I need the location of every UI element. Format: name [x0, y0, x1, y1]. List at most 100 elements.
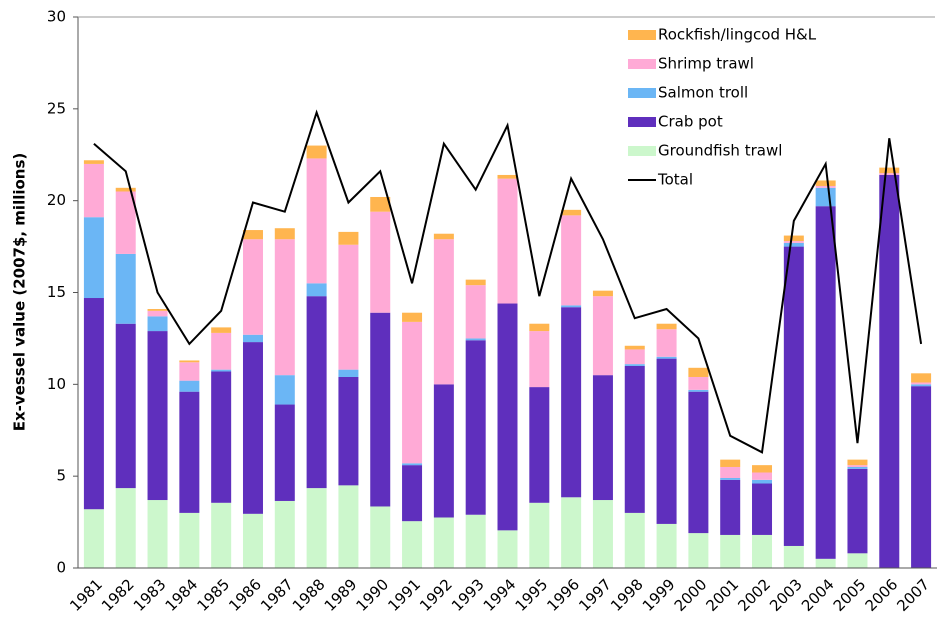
bar-segment — [211, 327, 232, 333]
x-tick-label: 1983 — [130, 575, 170, 615]
legend-swatch — [628, 117, 656, 127]
y-tick-label: 15 — [47, 283, 66, 301]
y-tick-label: 0 — [56, 559, 66, 577]
bar-segment — [83, 160, 104, 164]
bar-segment — [783, 242, 804, 247]
bar-segment — [624, 364, 645, 366]
bar-segment — [465, 338, 486, 341]
bar-segment — [720, 534, 741, 568]
x-tick-label: 1982 — [98, 575, 138, 615]
x-tick-label: 2005 — [830, 575, 870, 615]
bar-segment — [847, 468, 868, 554]
bar-segment — [911, 386, 932, 568]
bar-segment — [879, 174, 900, 568]
bar-segment — [592, 500, 613, 568]
x-tick-label: 2006 — [862, 575, 902, 615]
bar-segment — [497, 303, 518, 531]
bar-segment — [433, 517, 454, 568]
bar-segment — [561, 209, 582, 216]
bar-segment — [592, 290, 613, 297]
bar-segment — [815, 206, 836, 559]
bar-segment — [815, 558, 836, 568]
bar-segment — [783, 545, 804, 568]
bar-segment — [688, 376, 709, 390]
y-tick-label: 20 — [47, 191, 66, 209]
x-tick-label: 1994 — [480, 575, 520, 615]
bar-segment — [211, 371, 232, 503]
y-tick-label: 30 — [47, 8, 66, 26]
bar-segment — [561, 497, 582, 568]
x-tick-label: 2002 — [734, 575, 774, 615]
x-tick-label: 1998 — [607, 575, 647, 615]
bar-segment — [879, 167, 900, 174]
bar-segment — [752, 479, 773, 484]
x-tick-label: 1984 — [162, 575, 202, 615]
bar-segment — [752, 534, 773, 568]
bar-segment — [561, 215, 582, 306]
bar-segment — [911, 384, 932, 387]
bar-segment — [274, 228, 295, 240]
bar-segment — [306, 145, 327, 159]
bar-segment — [497, 174, 518, 179]
bar-segment — [147, 500, 168, 568]
bar-segment — [720, 459, 741, 467]
bar-segment — [115, 323, 136, 489]
bar-segment — [656, 356, 677, 359]
bar-segment — [306, 488, 327, 568]
bar-segment — [497, 178, 518, 304]
bar-segment — [402, 463, 423, 466]
bar-segment — [338, 231, 359, 245]
bar-segment — [242, 334, 263, 343]
bar-segment — [911, 373, 932, 383]
bar-segment — [338, 485, 359, 568]
y-tick-label: 5 — [56, 467, 66, 485]
bar-segment — [83, 298, 104, 510]
bar-segment — [433, 239, 454, 385]
bar-segment — [815, 180, 836, 186]
bar-segment — [211, 369, 232, 372]
bar-segment — [624, 512, 645, 568]
bar-segment — [529, 323, 550, 332]
legend-label: Rockfish/lingcod H&L — [658, 26, 817, 44]
x-tick-label: 1997 — [575, 575, 615, 615]
bar-segment — [402, 321, 423, 464]
bar-segment — [83, 163, 104, 218]
bar-segment — [815, 187, 836, 207]
bar-segment — [83, 509, 104, 568]
bar-segment — [592, 296, 613, 376]
bar-segment — [688, 391, 709, 534]
x-tick-label: 1999 — [639, 575, 679, 615]
bar-segment — [242, 513, 263, 568]
bar-segment — [274, 500, 295, 568]
y-tick-label: 10 — [47, 375, 66, 393]
bar-segment — [688, 367, 709, 377]
legend-label: Salmon troll — [658, 84, 748, 102]
bar-segment — [242, 230, 263, 240]
legend-label: Total — [657, 171, 693, 189]
y-tick-label: 25 — [47, 99, 66, 117]
bar-segment — [465, 340, 486, 515]
x-tick-label: 1989 — [321, 575, 361, 615]
bar-segment — [274, 375, 295, 405]
bar-segment — [656, 358, 677, 524]
bar-segment — [847, 465, 868, 467]
bar-segment — [752, 483, 773, 535]
bar-segment — [370, 196, 391, 212]
legend-swatch — [628, 146, 656, 156]
bar-segment — [370, 211, 391, 313]
bar-segment — [752, 465, 773, 473]
bar-segment — [179, 360, 200, 363]
bar-segment — [911, 382, 932, 385]
bar-segment — [592, 375, 613, 501]
bar-segment — [720, 466, 741, 479]
bar-segment — [783, 246, 804, 546]
bar-segment — [529, 502, 550, 568]
bar-segment — [115, 253, 136, 324]
x-tick-label: 2000 — [671, 575, 711, 615]
bar-segment — [847, 459, 868, 466]
x-tick-label: 2007 — [893, 575, 933, 615]
legend-swatch — [628, 88, 656, 98]
x-tick-label: 1993 — [448, 575, 488, 615]
bar-segment — [179, 512, 200, 568]
